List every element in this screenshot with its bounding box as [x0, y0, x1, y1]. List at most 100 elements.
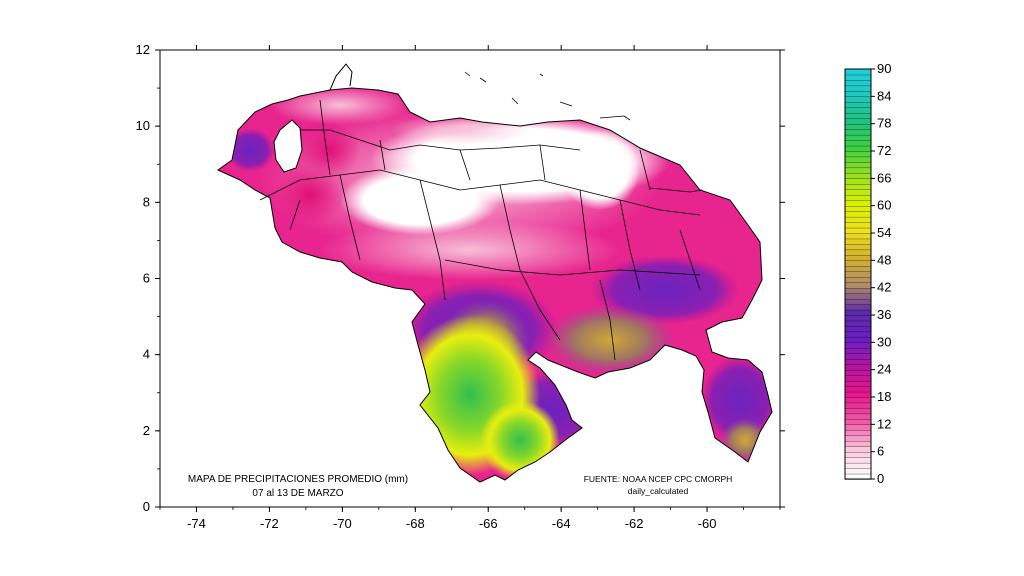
colorbar-band — [844, 243, 872, 251]
colorbar-band — [844, 298, 872, 305]
y-tick-label: 0 — [143, 499, 150, 514]
colorbar-label: 48 — [877, 252, 891, 267]
x-tick-label: -60 — [698, 516, 717, 531]
colorbar-label: 90 — [877, 61, 891, 76]
x-axis: -74 -72 -70 -68 -66 -64 -62 -60 — [159, 45, 781, 531]
lake-maracaibo — [273, 119, 303, 173]
colorbar-band — [844, 145, 872, 152]
colorbar-label: 84 — [877, 88, 891, 103]
colorbar-band — [844, 292, 872, 300]
colorbar-band — [844, 451, 872, 458]
colorbar-band — [844, 380, 872, 387]
colorbar-band — [844, 446, 872, 453]
colorbar-band — [844, 216, 872, 223]
colorbar-label: 72 — [877, 143, 891, 158]
colorbar-band — [844, 194, 872, 201]
state-borders — [259, 99, 701, 361]
colorbar-band — [844, 407, 872, 415]
y-tick-label: 2 — [143, 423, 150, 438]
colorbar-label: 42 — [877, 280, 891, 295]
y-tick-label: 12 — [136, 42, 150, 57]
colorbar-label: 30 — [877, 334, 891, 349]
colorbar-band — [844, 342, 872, 349]
colorbar-band — [844, 183, 872, 190]
y-tick-label: 4 — [143, 347, 150, 362]
colorbar-band — [844, 156, 872, 163]
colorbar-label: 66 — [877, 170, 891, 185]
colorbar-label: 78 — [877, 116, 891, 131]
colorbar-band — [844, 200, 872, 207]
colorbar-band — [844, 358, 872, 365]
colorbar-band — [844, 336, 872, 343]
colorbar-band — [844, 303, 872, 311]
colorbar-band — [844, 205, 872, 212]
colorbar-band — [844, 178, 872, 185]
colorbar-band — [844, 276, 872, 283]
colorbar-band — [844, 314, 872, 322]
colorbar-band — [844, 79, 872, 87]
colorbar-band — [844, 101, 872, 108]
colorbar-band — [844, 402, 872, 409]
colorbar-label: 60 — [877, 198, 891, 213]
colorbar-band — [844, 96, 872, 103]
colorbar-band — [844, 418, 872, 425]
x-tick-label: -64 — [552, 516, 571, 531]
colorbar-band — [844, 271, 872, 278]
paraguana-peninsula — [329, 63, 353, 91]
colorbar-label: 54 — [877, 225, 891, 240]
colorbar-band — [844, 74, 872, 81]
y-tick-label: 6 — [143, 271, 150, 286]
x-tick-label: -70 — [333, 516, 352, 531]
colorbar-band — [844, 134, 872, 141]
colorbar-band — [844, 385, 872, 393]
caribbean-islands — [464, 71, 703, 193]
map-title-line2: 07 al 13 DE MARZO — [252, 488, 343, 499]
colorbar-band — [844, 320, 872, 327]
x-tick-label: -68 — [406, 516, 425, 531]
colorbar-label: 24 — [877, 362, 891, 377]
colorbar-band — [844, 413, 872, 420]
colorbar-band — [844, 440, 872, 447]
colorbar-band — [844, 90, 872, 97]
colorbar-label: 6 — [877, 444, 884, 459]
colorbar-band — [844, 85, 872, 92]
x-tick-label: -74 — [187, 516, 206, 531]
colorbar-band — [844, 325, 872, 333]
colorbar-band — [844, 254, 872, 261]
colorbar-band — [844, 123, 872, 130]
colorbar-frame — [844, 68, 872, 480]
colorbar-band — [844, 232, 872, 240]
country-outline — [217, 87, 773, 483]
source-line1: FUENTE: NOAA NCEP CPC CMORPH — [584, 474, 733, 484]
colorbar-band — [844, 139, 872, 147]
colorbar-band — [844, 118, 872, 125]
colorbar: 0 6 12 18 24 30 36 42 48 54 60 66 72 78 84 90 — [844, 61, 891, 486]
colorbar-band — [844, 238, 872, 245]
colorbar-band — [844, 353, 872, 360]
colorbar-band — [844, 374, 872, 382]
colorbar-band — [844, 456, 872, 464]
colorbar-band — [844, 467, 872, 475]
colorbar-band — [844, 128, 872, 136]
colorbar-band — [844, 435, 872, 442]
colorbar-band — [844, 150, 872, 158]
colorbar-band — [844, 189, 872, 196]
colorbar-band — [844, 265, 872, 272]
colorbar-band — [844, 227, 872, 234]
colorbar-band — [844, 391, 872, 398]
x-tick-label: -62 — [625, 516, 644, 531]
source-line2: daily_calculated — [628, 486, 689, 496]
colorbar-label: 12 — [877, 416, 891, 431]
colorbar-band — [844, 167, 872, 174]
colorbar-band — [844, 161, 872, 169]
colorbar-band — [844, 429, 872, 436]
colorbar-band — [844, 260, 872, 267]
colorbar-band — [844, 364, 872, 371]
colorbar-band — [844, 172, 872, 179]
y-tick-label: 8 — [143, 194, 150, 209]
y-tick-label: 10 — [136, 118, 150, 133]
colorbar-label: 36 — [877, 307, 891, 322]
colorbar-band — [844, 107, 872, 114]
colorbar-band — [844, 309, 872, 316]
